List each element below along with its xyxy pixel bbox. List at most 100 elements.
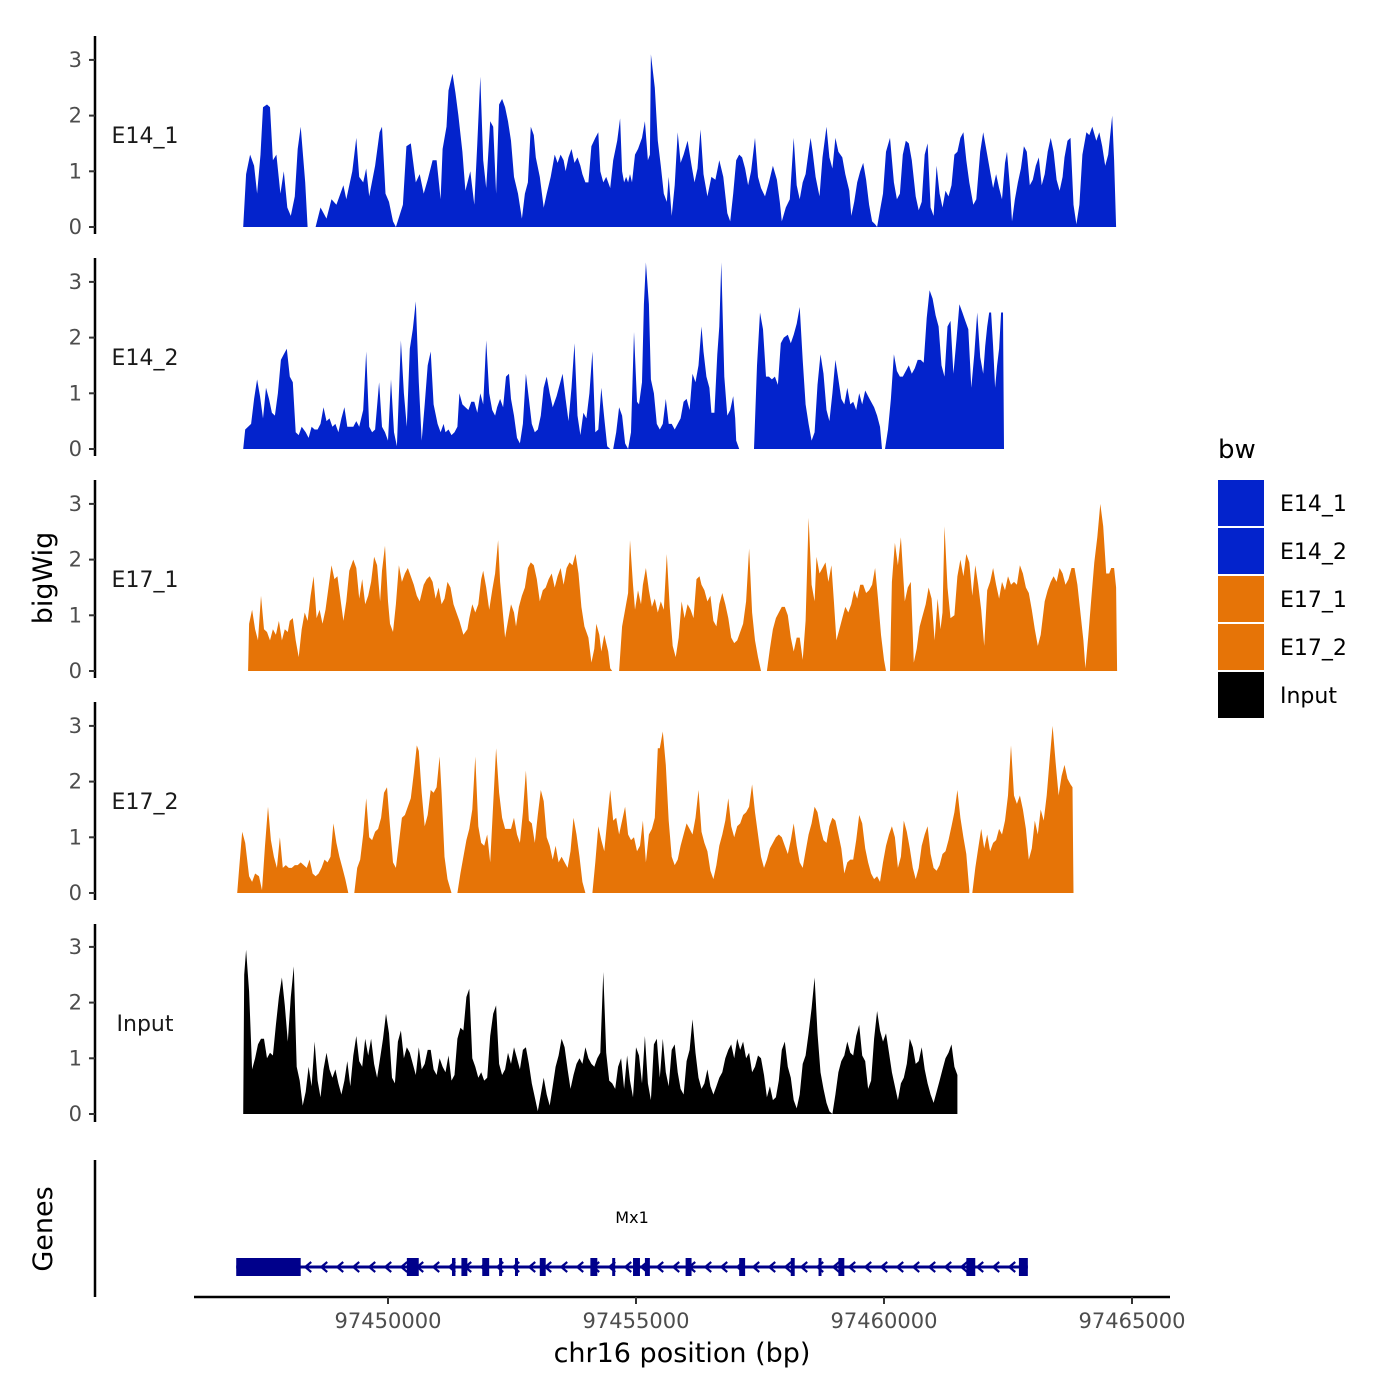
y-tick-label: 2 [69, 104, 82, 128]
strand-arrow [831, 1261, 840, 1273]
y-tick-label: 2 [69, 991, 82, 1015]
track-label: E17_2 [112, 790, 179, 815]
legend-title: bw [1218, 435, 1256, 465]
y-tick-label: 3 [69, 714, 82, 738]
signal-area-E17_1 [766, 503, 1118, 671]
strand-arrow [863, 1261, 872, 1273]
strand-arrow [527, 1261, 536, 1273]
y-tick-label: 0 [69, 659, 82, 683]
legend: bw E14_1 E14_2 E17_1 E17_2 Input [1218, 435, 1347, 718]
x-tick-label: 97465000 [1079, 1309, 1186, 1333]
strand-arrow [1007, 1261, 1016, 1273]
track-Input: 0 1 2 3 Input [69, 924, 958, 1126]
legend-item-E17_2: E17_2 [1218, 624, 1347, 670]
track-E14_2: 0 1 2 3 E14_2 [69, 258, 1004, 461]
exon [612, 1258, 616, 1276]
x-tick-label: 97455000 [583, 1309, 690, 1333]
legend-item-E17_1: E17_1 [1218, 576, 1347, 622]
y-axis-title: bigWig [28, 532, 59, 625]
track-label: E14_2 [112, 346, 179, 371]
track-E14_1: 0 1 2 3 E14_1 [69, 36, 1117, 239]
exon [406, 1258, 419, 1276]
exon [499, 1258, 503, 1276]
legend-swatch [1218, 528, 1264, 574]
y-tick-label: 2 [69, 770, 82, 794]
y-tick-label: 1 [69, 603, 82, 627]
track-E17_1: 0 1 2 3 E17_1 [69, 480, 1118, 683]
y-tick-label: 1 [69, 1046, 82, 1070]
track-label: E14_1 [112, 124, 179, 149]
signal-area-E14_1 [243, 104, 308, 227]
strand-arrow [575, 1261, 584, 1273]
strand-arrow [351, 1261, 360, 1273]
y-tick-label: 1 [69, 381, 82, 405]
y-tick-label: 3 [69, 270, 82, 294]
strand-arrow [655, 1261, 664, 1273]
signal-area-E17_2 [592, 731, 970, 893]
strand-arrow [367, 1261, 376, 1273]
signal-area-E17_2 [237, 806, 349, 893]
strand-arrow [431, 1261, 440, 1273]
strand-arrow [879, 1261, 888, 1273]
strand-arrow [895, 1261, 904, 1273]
gene-name-label: Mx1 [615, 1208, 648, 1227]
signal-area-E17_2 [457, 748, 586, 893]
gene-Mx1: Mx1 [236, 1208, 1028, 1276]
x-axis: 97450000 97455000 97460000 97465000 [194, 1295, 1186, 1333]
y-tick-label: 3 [69, 492, 82, 516]
y-tick-label: 1 [69, 159, 82, 183]
signal-area-Input [243, 949, 958, 1114]
x-tick-label: 97450000 [335, 1309, 442, 1333]
legend-label: E14_1 [1280, 492, 1347, 517]
strand-arrow [751, 1261, 760, 1273]
signal-area-E17_1 [248, 540, 613, 671]
exon [685, 1258, 692, 1276]
strand-arrow [671, 1261, 680, 1273]
legend-label: E14_2 [1280, 540, 1347, 565]
exon [461, 1258, 468, 1276]
strand-arrow [847, 1261, 856, 1273]
exon [590, 1258, 598, 1276]
exon [966, 1258, 976, 1276]
genes-layer: Mx1 [93, 1160, 1028, 1297]
legend-items: E14_1 E14_2 E17_1 E17_2 Input [1218, 480, 1347, 718]
legend-swatch [1218, 624, 1264, 670]
strand-arrow [975, 1261, 984, 1273]
strand-arrow [991, 1261, 1000, 1273]
x-axis-title: chr16 position (bp) [554, 1338, 811, 1369]
exon [644, 1258, 650, 1276]
strand-arrow [335, 1261, 344, 1273]
strand-arrow [767, 1261, 776, 1273]
strand-arrow [703, 1261, 712, 1273]
strand-arrow [783, 1261, 792, 1273]
strand-arrow [383, 1261, 392, 1273]
exon [818, 1258, 822, 1276]
legend-swatch [1218, 672, 1264, 718]
strand-arrow [911, 1261, 920, 1273]
legend-label: E17_2 [1280, 636, 1347, 661]
exon [838, 1258, 845, 1276]
track-label: Input [117, 1012, 174, 1037]
x-tick-label: 97460000 [831, 1309, 938, 1333]
exon [539, 1258, 546, 1276]
exon [739, 1258, 746, 1276]
y-tick-label: 0 [69, 881, 82, 905]
strand-arrow [623, 1261, 632, 1273]
legend-item-Input: Input [1218, 672, 1337, 718]
tracks-layer: 0 1 2 3 E14_1 0 1 2 3 E14_2 0 1 2 3 E17_1 0 1 2 3 E17_2 0 1 2 3… [69, 36, 1118, 1126]
signal-area-E14_2 [754, 290, 1004, 449]
signal-area-E14_1 [315, 54, 1117, 227]
strand-arrow [399, 1261, 408, 1273]
exon [451, 1258, 456, 1276]
track-label: E17_1 [112, 568, 179, 593]
signal-area-E14_2 [243, 301, 611, 449]
strand-arrow [959, 1261, 968, 1273]
track-E17_2: 0 1 2 3 E17_2 [69, 702, 1074, 905]
legend-swatch [1218, 576, 1264, 622]
legend-swatch [1218, 480, 1264, 526]
legend-label: Input [1280, 684, 1337, 709]
y-tick-label: 3 [69, 935, 82, 959]
strand-arrow [303, 1261, 312, 1273]
signal-area-E17_1 [619, 540, 761, 671]
